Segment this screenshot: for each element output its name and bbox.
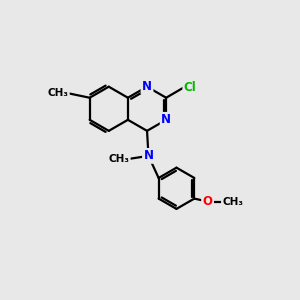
Text: N: N (142, 80, 152, 93)
Text: O: O (202, 195, 213, 208)
Text: CH₃: CH₃ (108, 154, 129, 164)
Text: CH₃: CH₃ (47, 88, 68, 98)
Text: N: N (143, 149, 154, 162)
Text: Cl: Cl (184, 81, 197, 94)
Text: N: N (161, 113, 171, 126)
Text: CH₃: CH₃ (222, 196, 243, 206)
